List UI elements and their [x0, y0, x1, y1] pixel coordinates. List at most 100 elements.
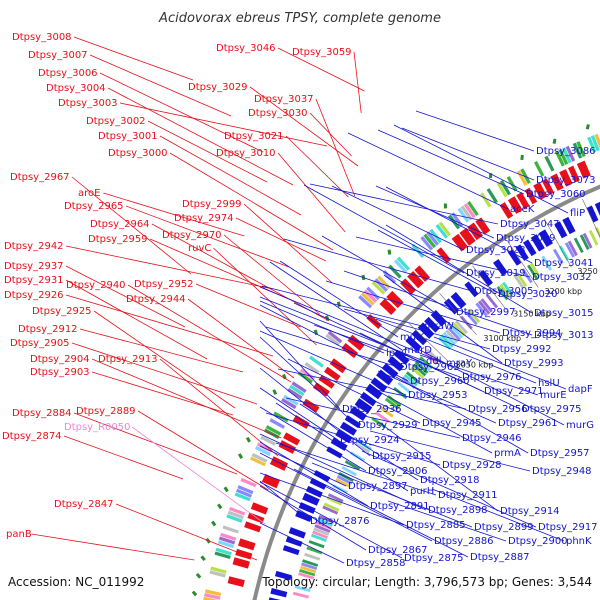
forward-cog-block: [291, 381, 307, 393]
forward-gene-label: ruvC: [188, 243, 211, 254]
forward-label-leader: [65, 294, 274, 357]
reverse-cog-block: [412, 363, 427, 377]
forward-gene-label: Dtpsy_2913: [98, 354, 158, 365]
reverse-gene-arrow: [295, 510, 313, 523]
forward-gene-arrow: [232, 557, 250, 569]
forward-gene-arrow: [292, 414, 310, 429]
forward-cog-block: [255, 445, 271, 456]
reverse-cog-block: [455, 320, 468, 334]
reverse-label-leader: [285, 397, 461, 439]
reverse-gene-label: Dtpsy_3086: [536, 146, 596, 157]
reverse-gene-label: Dtpsy_2945: [422, 418, 482, 429]
forward-gene-label: Dtpsy_2937: [4, 261, 64, 272]
forward-cog-block: [204, 589, 222, 597]
forward-cog-block: [273, 411, 289, 423]
forward-cog-block: [228, 506, 246, 516]
reverse-gene-label: Dtpsy_2946: [462, 433, 522, 444]
reverse-gene-label: Dtpsy_2961: [498, 418, 558, 429]
reverse-cog-block: [541, 255, 553, 271]
forward-label-leader: [63, 435, 184, 480]
reverse-gene-label: Dtpsy_2867: [368, 545, 428, 556]
reverse-gene-label: Dtpsy_2993: [504, 358, 564, 369]
reverse-gene-arrow: [538, 229, 554, 247]
forward-gene-label: Dtpsy_3000: [108, 148, 168, 159]
forward-gene-label: Dtpsy_2940: [66, 280, 126, 291]
forward-cog-block: [215, 547, 232, 556]
forward-gene-arrow: [541, 178, 555, 196]
reverse-label-leader: [383, 274, 503, 364]
forward-cog-block: [220, 532, 237, 541]
reverse-cog-block: [341, 466, 357, 477]
reverse-cog-block: [301, 562, 318, 571]
reverse-gene-arrow: [339, 421, 357, 436]
forward-gene-arrow: [235, 548, 253, 560]
scale-tick-line: [543, 218, 572, 268]
reverse-label-leader: [259, 406, 367, 472]
forward-cog-block: [217, 540, 235, 549]
reverse-label-leader: [387, 500, 507, 542]
reverse-cog-block: [467, 309, 481, 324]
reverse-gene-arrow: [309, 478, 327, 490]
reverse-gene-arrow: [515, 244, 529, 261]
reverse-label-leader: [359, 332, 521, 410]
scale-tick-line: [507, 240, 539, 288]
forward-gene-label: Dtpsy_2931: [4, 275, 64, 286]
reverse-gene-label: Dtpsy_3013: [534, 330, 594, 341]
forward-label-leader: [125, 205, 290, 268]
forward-label-leader: [187, 298, 295, 379]
reverse-label-leader: [269, 261, 403, 351]
forward-gene-label: Dtpsy_3037: [254, 94, 314, 105]
forward-cog-block: [308, 355, 324, 368]
forward-cog-block: [499, 179, 511, 196]
reverse-gene-arrow: [302, 492, 320, 506]
forward-gene-label: Dtpsy_2905: [10, 338, 70, 349]
forward-cog-block: [562, 147, 572, 164]
forward-cog-block: [393, 259, 408, 274]
forward-gene-label: Dtpsy_3030: [248, 108, 308, 119]
rna-feature: [200, 555, 206, 562]
reverse-gene-label: hslU: [538, 378, 560, 389]
forward-gene-label: Dtpsy_2884: [12, 408, 72, 419]
forward-cog-block: [587, 136, 597, 153]
reverse-gene-label: Dtpsy_2900: [508, 536, 568, 547]
forward-label-leader: [107, 87, 294, 186]
rna-feature: [272, 389, 278, 395]
forward-cog-block: [576, 141, 586, 158]
forward-cog-block: [249, 456, 266, 467]
reverse-gene-arrow: [282, 545, 300, 556]
reverse-gene-label: lpxC: [386, 348, 408, 359]
reverse-gene-label: mraW: [424, 321, 454, 332]
reverse-cog-block: [299, 568, 316, 577]
reverse-label-leader: [259, 452, 433, 542]
forward-gene-label: Dtpsy_2912: [18, 324, 78, 335]
scale-tick-line: [439, 292, 477, 336]
forward-cog-block: [251, 452, 268, 463]
reverse-cog-block: [579, 234, 590, 251]
forward-cog-block: [506, 176, 518, 192]
forward-cog-block: [297, 371, 313, 384]
reverse-cog-block: [344, 460, 361, 471]
reverse-cog-block: [312, 530, 329, 539]
reverse-label-leader: [373, 388, 493, 454]
forward-cog-block: [304, 361, 320, 374]
reverse-cog-block: [322, 505, 339, 515]
forward-gene-label: Dtpsy_3004: [46, 83, 106, 94]
forward-gene-arrow: [269, 456, 289, 471]
reverse-gene-arrow: [586, 205, 599, 223]
reverse-gene-arrow: [530, 234, 545, 252]
rna-feature: [217, 503, 223, 510]
forward-gene-label: Dtpsy_2964: [90, 219, 150, 230]
reverse-label-leader: [259, 445, 347, 487]
genome-backbone: [252, 184, 600, 600]
reverse-gene-label: Dtpsy_3073: [536, 175, 596, 186]
reverse-cog-block: [582, 232, 593, 249]
forward-gene-label: Dtpsy_3029: [188, 82, 248, 93]
reverse-label-leader: [259, 481, 403, 559]
reverse-gene-arrow: [450, 291, 467, 309]
reverse-cog-block: [292, 591, 310, 599]
forward-label-leader: [65, 265, 186, 328]
forward-gene-arrow: [244, 521, 262, 533]
reverse-cog-block: [323, 502, 340, 512]
forward-gene-label: Dtpsy_3021: [224, 131, 284, 142]
reverse-label-leader: [277, 368, 467, 410]
